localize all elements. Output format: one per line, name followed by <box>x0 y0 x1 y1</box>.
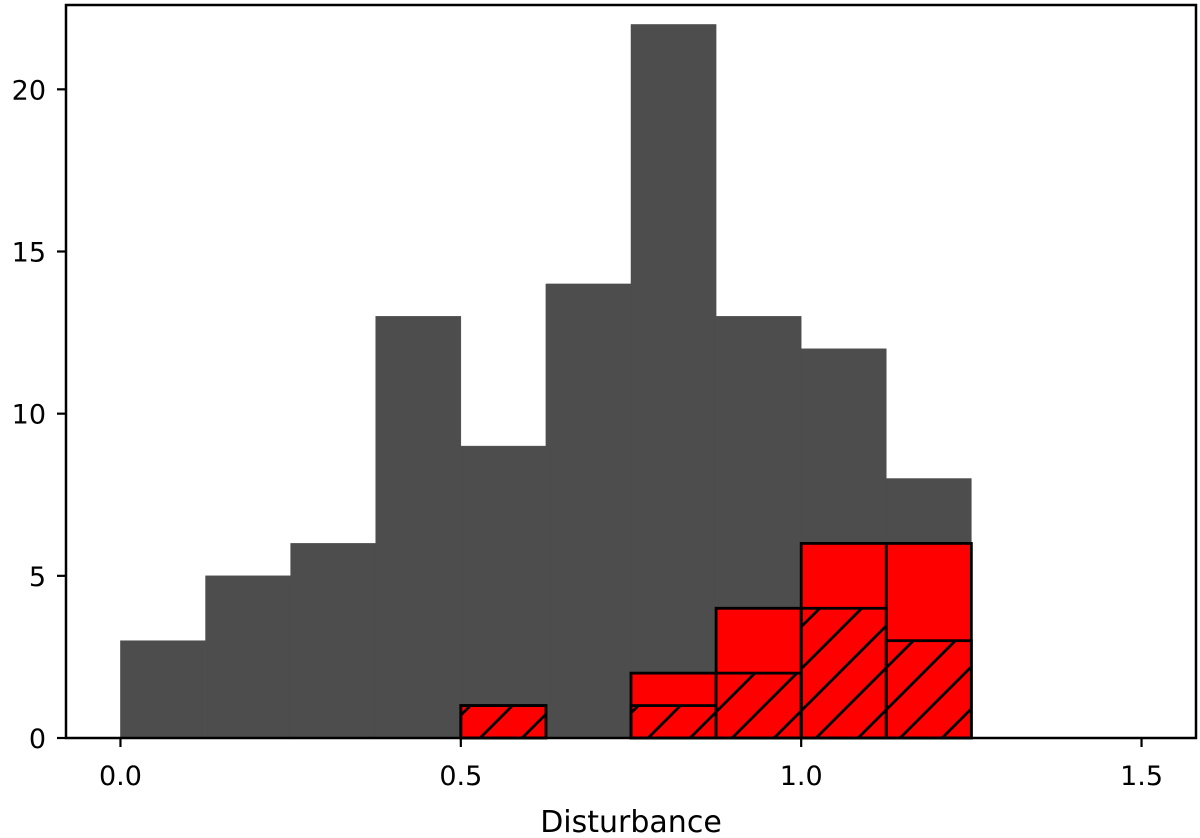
y-tick-label: 20 <box>12 75 46 106</box>
x-axis-label: Disturbance <box>540 805 722 838</box>
bar-series-0-bin-1 <box>205 575 291 739</box>
x-tick-label: 1.5 <box>1120 761 1163 792</box>
bar-series-0-bin-4 <box>460 445 547 739</box>
bar-series-0-bin-2 <box>290 543 376 739</box>
plot-frame <box>64 3 1198 740</box>
x-tick-label: 0.5 <box>439 761 482 792</box>
y-axis: 0 5 10 15 20 <box>12 75 66 755</box>
y-tick-label: 10 <box>12 400 46 431</box>
x-tick-label: 1.0 <box>780 761 823 792</box>
y-tick-label: 15 <box>12 237 46 268</box>
series-0 <box>120 24 972 739</box>
x-tick-label: 0.0 <box>99 761 142 792</box>
bar-series-0-bin-3 <box>375 316 462 739</box>
bar-series-0-bin-6 <box>630 24 717 739</box>
y-tick-label: 0 <box>29 724 46 755</box>
y-tick-label: 5 <box>29 562 46 593</box>
bar-series-2-bin-2 <box>629 704 718 740</box>
bar-series-2-bin-5 <box>884 639 973 740</box>
bar-series-2-bin-4 <box>799 606 888 740</box>
series-2 <box>459 606 973 740</box>
bar-series-2-bin-0 <box>459 704 548 740</box>
series-layer <box>120 24 973 740</box>
x-axis: 0.0 0.5 1.0 1.5 <box>99 738 1163 792</box>
bar-series-0-bin-5 <box>545 283 632 739</box>
bar-series-2-bin-3 <box>714 671 803 740</box>
bar-series-0-bin-0 <box>120 640 206 739</box>
